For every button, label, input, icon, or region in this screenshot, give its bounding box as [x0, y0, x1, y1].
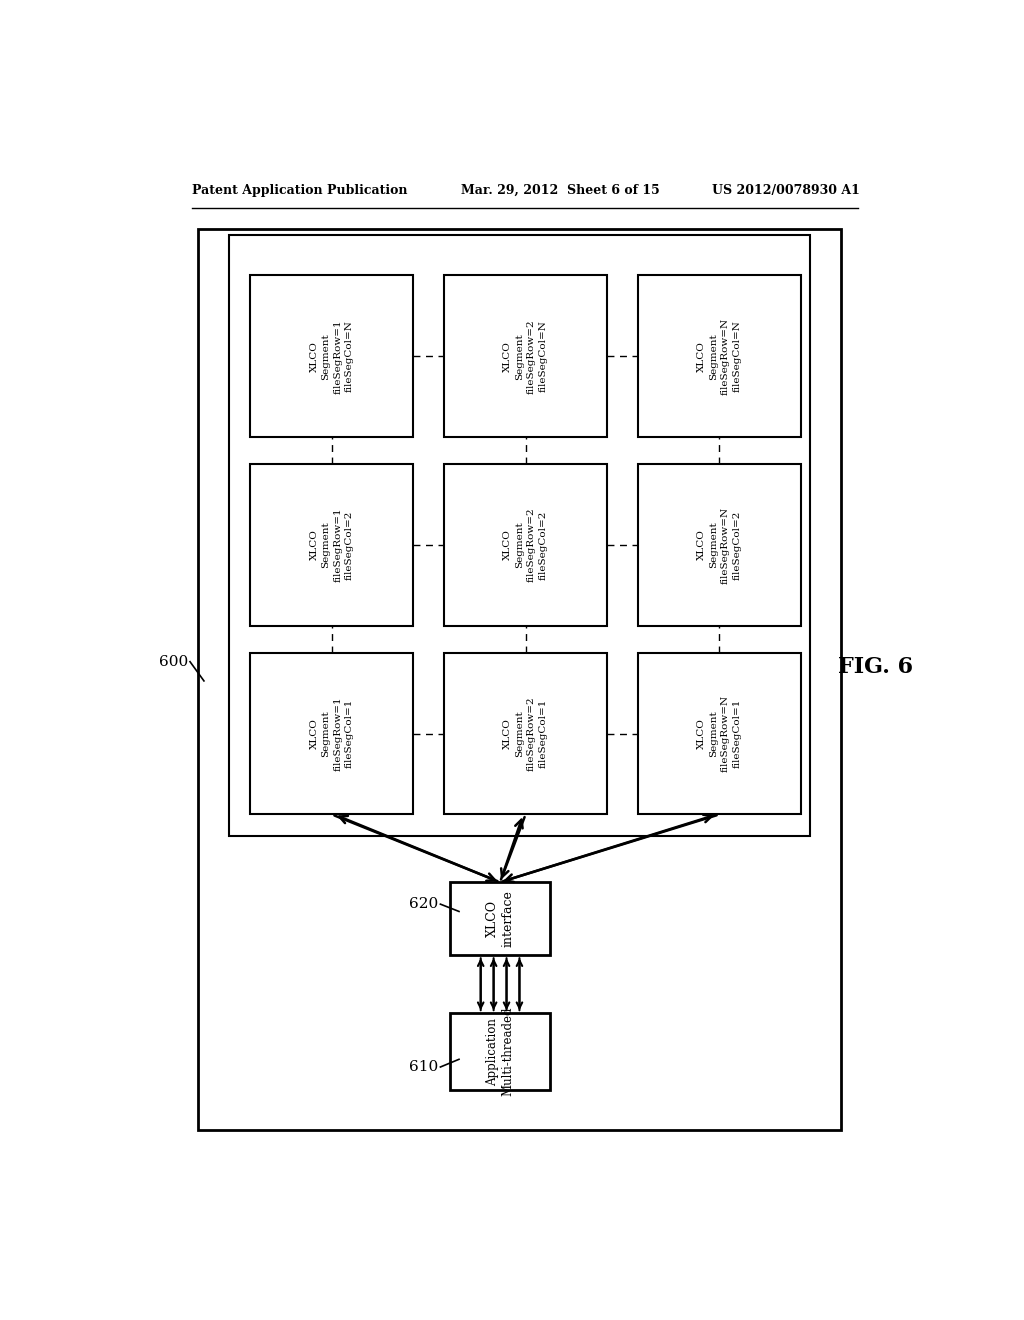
Text: Patent Application Publication: Patent Application Publication [191, 185, 408, 197]
Text: US 2012/0078930 A1: US 2012/0078930 A1 [713, 185, 860, 197]
Bar [444, 653, 607, 814]
Text: 620: 620 [409, 898, 438, 911]
Bar [251, 276, 414, 437]
Bar [444, 465, 607, 626]
Bar [444, 276, 607, 437]
Bar [638, 653, 801, 814]
Text: XLCO
Segment
fileSegRow=N
fileSegCol=1: XLCO Segment fileSegRow=N fileSegCol=1 [697, 696, 741, 772]
Text: XLCO
Segment
fileSegRow=1
fileSegCol=N: XLCO Segment fileSegRow=1 fileSegCol=N [309, 319, 354, 393]
Bar [638, 465, 801, 626]
Text: XLCO
Segment
fileSegRow=2
fileSegCol=2: XLCO Segment fileSegRow=2 fileSegCol=2 [504, 508, 548, 582]
Bar [228, 235, 810, 836]
Bar [450, 882, 551, 956]
Text: XLCO
Segment
fileSegRow=1
fileSegCol=2: XLCO Segment fileSegRow=1 fileSegCol=2 [309, 508, 354, 582]
Text: XLCO
Segment
fileSegRow=N
fileSegCol=2: XLCO Segment fileSegRow=N fileSegCol=2 [697, 507, 741, 583]
Bar [198, 230, 841, 1130]
Text: XLCO
interface: XLCO interface [486, 890, 514, 948]
Text: FIG. 6: FIG. 6 [839, 656, 913, 677]
Bar [450, 1014, 551, 1090]
Text: 600: 600 [159, 655, 188, 669]
Bar [638, 276, 801, 437]
Text: XLCO
Segment
fileSegRow=2
fileSegCol=1: XLCO Segment fileSegRow=2 fileSegCol=1 [504, 696, 548, 771]
Text: XLCO
Segment
fileSegRow=N
fileSegCol=N: XLCO Segment fileSegRow=N fileSegCol=N [697, 318, 741, 395]
Text: Mar. 29, 2012  Sheet 6 of 15: Mar. 29, 2012 Sheet 6 of 15 [461, 185, 660, 197]
Text: 610: 610 [409, 1060, 438, 1074]
Bar [251, 465, 414, 626]
Text: XLCO
Segment
fileSegRow=1
fileSegCol=1: XLCO Segment fileSegRow=1 fileSegCol=1 [309, 696, 354, 771]
Text: Application
Multi-threaded: Application Multi-threaded [486, 1007, 514, 1097]
Text: XLCO
Segment
fileSegRow=2
fileSegCol=N: XLCO Segment fileSegRow=2 fileSegCol=N [504, 319, 548, 393]
Bar [251, 653, 414, 814]
